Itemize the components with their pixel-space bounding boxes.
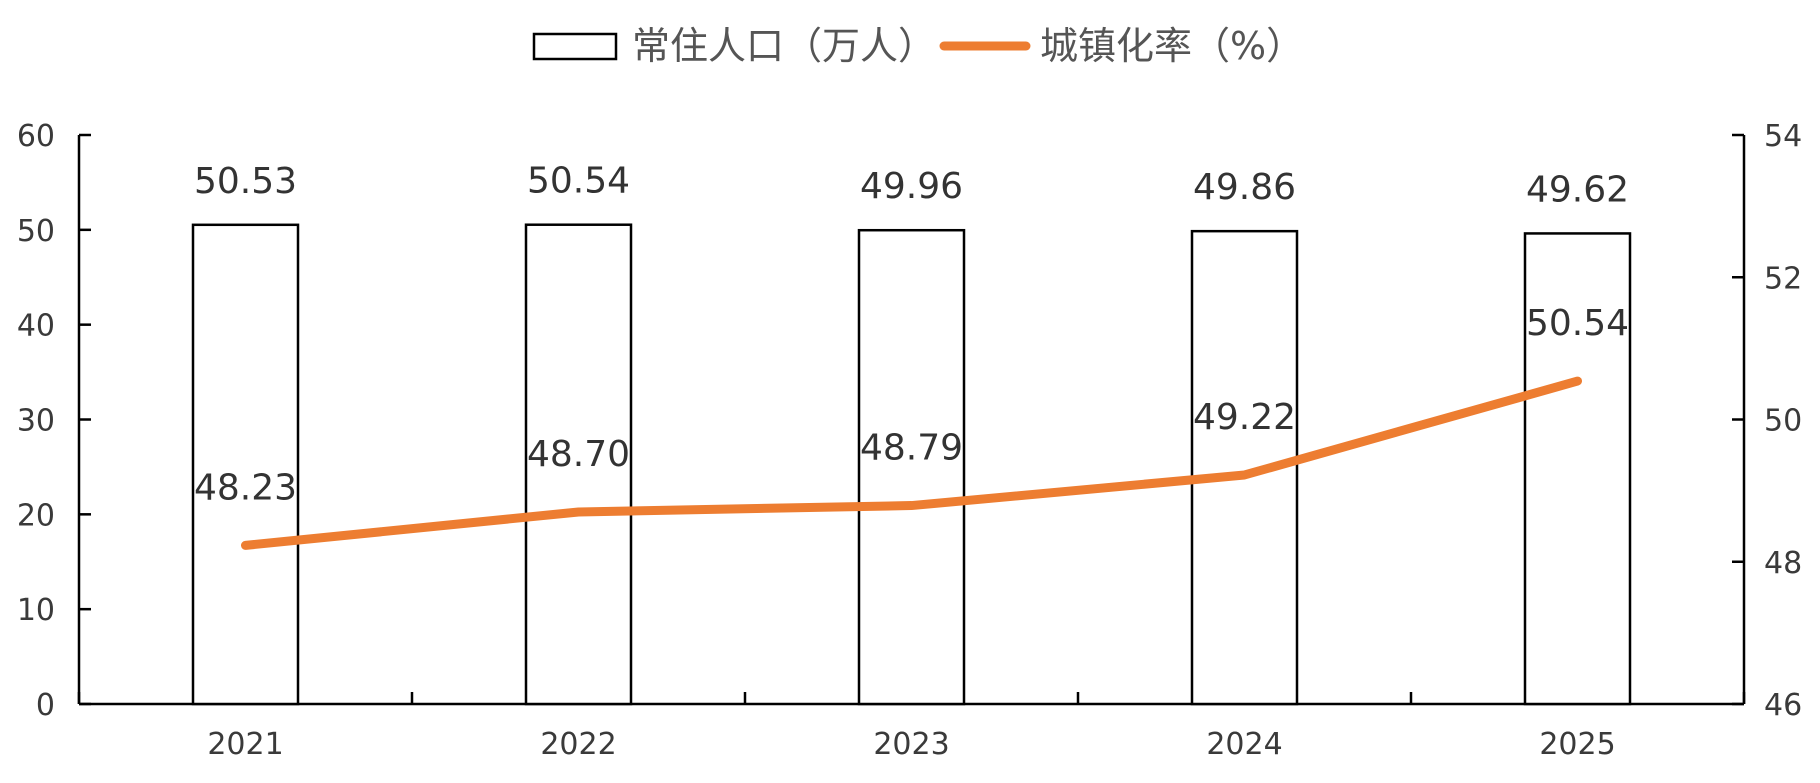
bar-labels: 50.53 50.54 49.96 49.86 49.62 <box>194 161 1629 211</box>
bar <box>857 228 966 706</box>
bar <box>191 223 300 706</box>
y-left-tick-label: 60 <box>17 119 55 154</box>
y-left-tick-label: 0 <box>36 688 55 723</box>
x-tick-label: 2021 <box>207 727 283 762</box>
y-left-tick-label: 10 <box>17 593 55 628</box>
bar <box>524 223 633 706</box>
bar-data-label: 49.62 <box>1526 169 1629 210</box>
legend-bar-label: 常住人口（万人） <box>632 24 936 68</box>
legend-bar-swatch <box>532 32 618 61</box>
series-line <box>241 376 1582 550</box>
y-right-tick-label: 48 <box>1764 546 1802 581</box>
line-data-label: 48.23 <box>194 467 297 508</box>
line-data-label: 49.22 <box>1193 397 1296 438</box>
y-right-tick-label: 46 <box>1764 688 1802 723</box>
urbanization-line <box>241 376 1582 550</box>
y-right-tick-label: 54 <box>1764 119 1802 154</box>
y-left-tick-label: 50 <box>17 214 55 249</box>
y-left-tick-label: 30 <box>17 404 55 439</box>
x-tick-label: 2022 <box>540 727 616 762</box>
y-left-tick-label: 20 <box>17 498 55 533</box>
legend: 常住人口（万人） 城镇化率（%） <box>532 24 1304 68</box>
x-tick-label: 2023 <box>873 727 949 762</box>
bar-data-label: 49.86 <box>1193 167 1296 208</box>
line-labels: 48.23 48.70 48.79 49.22 50.54 <box>194 303 1629 508</box>
bar-data-label: 49.96 <box>860 166 963 207</box>
bar-data-label: 50.54 <box>527 161 630 202</box>
legend-line-label: 城镇化率（%） <box>1040 24 1304 68</box>
y-right-tick-label: 52 <box>1764 261 1802 296</box>
axes: 0 10 20 30 40 50 60 46 48 50 52 54 2021 2022 2023 2024 2… <box>17 119 1802 762</box>
line-data-label: 48.79 <box>860 428 963 469</box>
x-tick-label: 2025 <box>1539 727 1615 762</box>
bar <box>1523 232 1632 706</box>
bar-data-label: 50.53 <box>194 161 297 202</box>
y-left-tick-label: 40 <box>17 309 55 344</box>
line-data-label: 48.70 <box>527 434 630 475</box>
bars <box>191 223 1632 706</box>
y-right-tick-label: 50 <box>1764 404 1802 439</box>
x-tick-label: 2024 <box>1206 727 1282 762</box>
line-data-label: 50.54 <box>1526 303 1629 344</box>
